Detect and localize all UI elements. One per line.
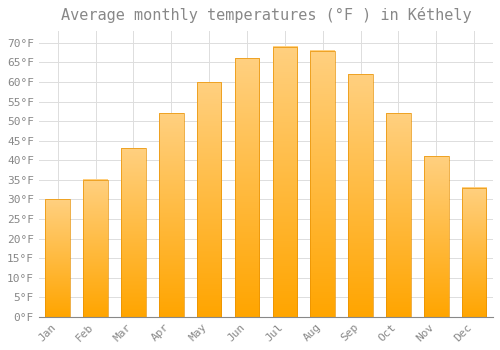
Bar [386, 113, 410, 317]
Bar [272, 47, 297, 317]
Bar [424, 156, 448, 317]
Bar [462, 188, 486, 317]
Bar [46, 199, 70, 317]
Bar [348, 74, 373, 317]
Bar [121, 148, 146, 317]
Bar [310, 51, 335, 317]
Bar [197, 82, 222, 317]
Bar [84, 180, 108, 317]
Bar [234, 58, 260, 317]
Title: Average monthly temperatures (°F ) in Kéthely: Average monthly temperatures (°F ) in Ké… [60, 7, 471, 23]
Bar [159, 113, 184, 317]
